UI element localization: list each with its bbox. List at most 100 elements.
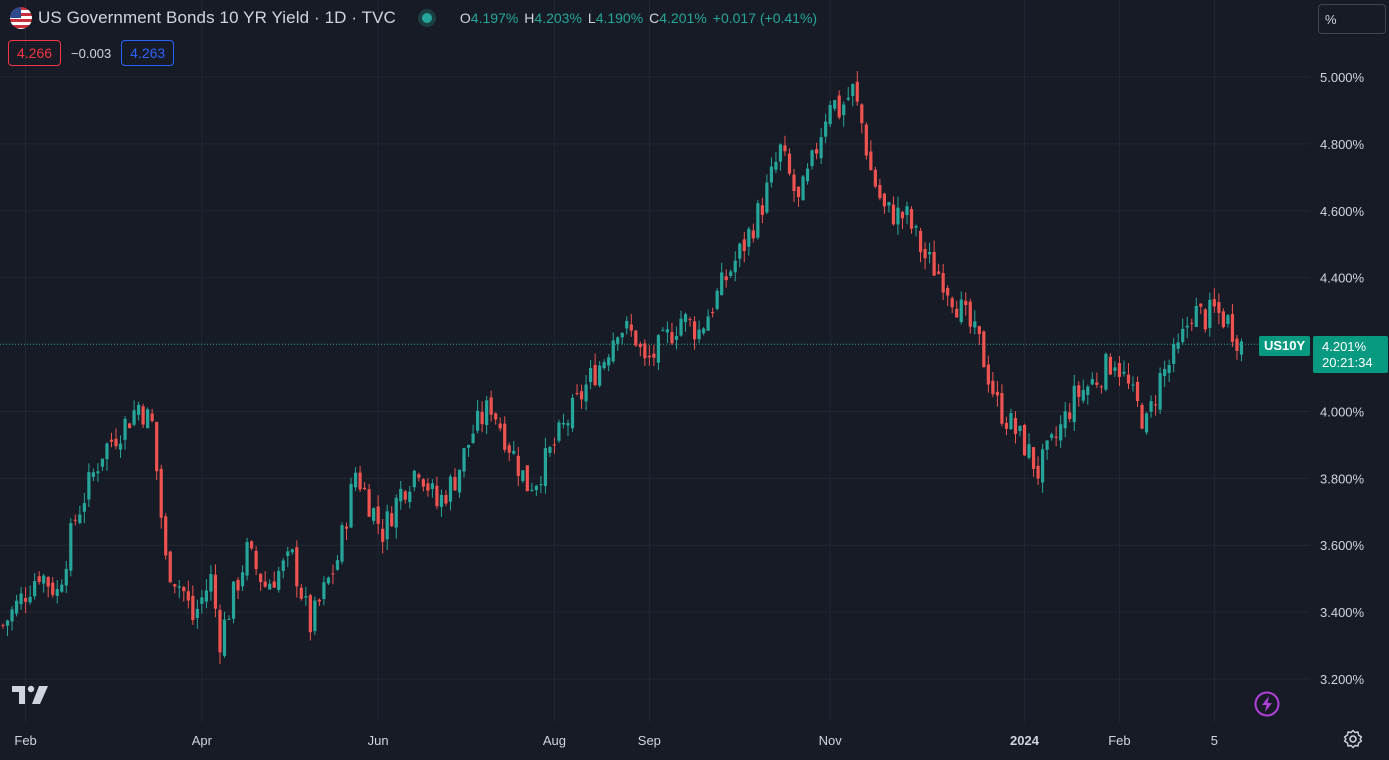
candle-down — [489, 397, 493, 415]
last-price-value: 4.201% — [1322, 339, 1367, 354]
candle-up — [729, 271, 733, 276]
candle-up — [1113, 367, 1117, 371]
candle-down — [494, 413, 498, 420]
candle-down — [1054, 436, 1058, 438]
candle-up — [557, 422, 561, 441]
candle-up — [1081, 390, 1085, 401]
candle-up — [561, 422, 566, 425]
candle-down — [390, 513, 394, 527]
candle-up — [33, 581, 37, 597]
candle-up — [756, 203, 760, 238]
candle-up — [1208, 299, 1212, 328]
candle-down — [909, 208, 914, 229]
candle-up — [1167, 365, 1171, 373]
candle-up — [385, 511, 389, 540]
candle-up — [1131, 384, 1135, 386]
candle-down — [982, 331, 986, 368]
candle-up — [598, 365, 602, 386]
price-tick-label: 5.000% — [1320, 70, 1365, 85]
symbol-title[interactable]: US Government Bonds 10 YR Yield · 1D · T… — [38, 8, 396, 27]
candle-up — [720, 272, 724, 295]
candle-up — [1185, 325, 1189, 328]
candle-up — [512, 450, 516, 454]
candle-up — [665, 329, 670, 333]
price-tick-label: 4.400% — [1320, 271, 1365, 286]
candle-down — [24, 598, 28, 602]
candle-up — [625, 320, 629, 329]
tradingview-logo-icon[interactable] — [12, 684, 52, 706]
candle-up — [584, 384, 588, 402]
candle-down — [155, 421, 159, 472]
time-axis[interactable]: Feb Apr Jun Aug Sep Nov 2024 Feb 5 — [14, 733, 1218, 748]
candle-up — [778, 144, 783, 162]
candle-down — [191, 595, 195, 621]
candle-up — [1041, 449, 1045, 483]
candle-down — [236, 579, 240, 591]
price-axis[interactable]: 5.000% 4.800% 4.600% 4.400% 4.000% 3.800% 3.60… — [1320, 70, 1365, 687]
candle-up — [96, 471, 100, 474]
candle-down — [937, 271, 941, 274]
candle-up — [674, 335, 679, 340]
candle-down — [1117, 362, 1122, 377]
price-tick-label: 4.600% — [1320, 204, 1365, 219]
candle-down — [1095, 382, 1099, 385]
candle-down — [516, 455, 520, 476]
candle-up — [914, 226, 918, 228]
candle-down — [46, 577, 50, 587]
time-tick-label: 5 — [1211, 733, 1218, 748]
candle-up — [322, 582, 326, 600]
candle-down — [692, 321, 697, 340]
candle-down — [295, 547, 299, 587]
candle-up — [851, 84, 855, 96]
sell-button[interactable]: 4.266 — [8, 40, 62, 66]
candle-up — [28, 596, 32, 603]
ohlc-readout: O4.197% H4.203% L4.190% C4.201% +0.017 (… — [460, 10, 817, 26]
price-tick-label: 3.200% — [1320, 672, 1365, 687]
candle-up — [430, 483, 434, 489]
lightning-icon[interactable] — [1254, 691, 1280, 717]
candle-up — [286, 551, 290, 557]
candle-up — [462, 448, 466, 472]
candle-up — [42, 575, 46, 584]
candle-up — [353, 472, 358, 488]
candle-up — [1176, 342, 1180, 349]
time-tick-label: 2024 — [1010, 733, 1040, 748]
candle-up — [1149, 401, 1153, 412]
candle-up — [60, 584, 64, 592]
candle-up — [896, 207, 900, 225]
buy-button[interactable]: 4.263 — [121, 40, 175, 66]
candle-up — [204, 590, 208, 602]
candle-up — [819, 137, 823, 159]
candle-down — [1190, 322, 1194, 324]
time-tick-label: Apr — [192, 733, 213, 748]
gear-icon[interactable] — [1343, 729, 1363, 749]
low-value: 4.190% — [595, 10, 644, 26]
candle-up — [268, 583, 272, 590]
percent-scale-toggle[interactable]: % — [1318, 4, 1386, 34]
candle-down — [186, 591, 190, 601]
candle-up — [706, 316, 710, 331]
candle-up — [959, 299, 963, 322]
time-tick-label: Nov — [819, 733, 843, 748]
candle-up — [801, 176, 805, 201]
candle-down — [815, 149, 819, 154]
candle-up — [1072, 385, 1076, 423]
candle-up — [1027, 444, 1031, 458]
candle-up — [570, 397, 575, 429]
high-label: H — [524, 10, 535, 26]
candle-up — [64, 568, 68, 586]
candle-up — [471, 433, 475, 443]
candle-up — [521, 470, 525, 481]
candle-down — [711, 311, 715, 313]
us-flag-icon — [10, 7, 32, 29]
candle-up — [824, 121, 828, 137]
candle-up — [10, 609, 14, 622]
candle-down — [923, 248, 927, 259]
candle-up — [589, 367, 593, 383]
candle-down — [503, 423, 507, 450]
candle-down — [403, 491, 407, 500]
candle-up — [607, 357, 611, 366]
candle-up — [1018, 425, 1022, 431]
candle-up — [349, 483, 353, 528]
